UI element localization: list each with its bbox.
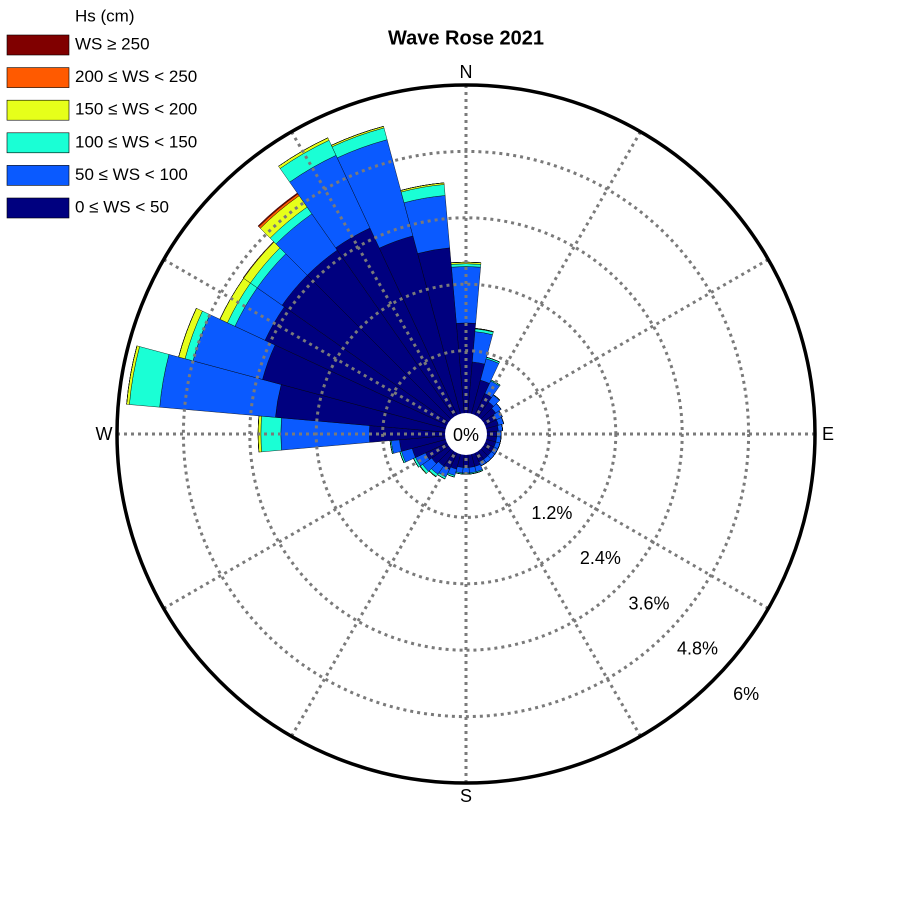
r-tick-label: 4.8% (677, 639, 718, 659)
chart-title: Wave Rose 2021 (388, 27, 544, 49)
r-tick-label: 0% (453, 425, 479, 445)
legend-label: 100 ≤ WS < 150 (75, 132, 197, 151)
spoke (292, 449, 458, 737)
legend: WS ≥ 250 200 ≤ WS < 250 150 ≤ WS < 200 100 … (7, 34, 197, 218)
direction-label: N (460, 62, 473, 82)
legend-label: 50 ≤ WS < 100 (75, 165, 188, 184)
spoke (475, 132, 641, 420)
spoke (164, 443, 452, 609)
legend-label: 0 ≤ WS < 50 (75, 197, 169, 216)
legend-swatch (7, 68, 69, 88)
legend-swatch (7, 100, 69, 120)
legend-label: 150 ≤ WS < 200 (75, 100, 197, 119)
spoke (481, 260, 769, 426)
r-tick-label: 3.6% (628, 593, 669, 613)
legend-swatch (7, 198, 69, 218)
legend-title: Hs (cm) (75, 6, 134, 25)
legend-label: 200 ≤ WS < 250 (75, 67, 197, 86)
legend-swatch (7, 35, 69, 55)
spoke (475, 449, 641, 737)
direction-label: W (96, 424, 113, 444)
direction-label: E (822, 424, 834, 444)
direction-label: S (460, 786, 472, 806)
r-tick-label: 6% (733, 684, 759, 704)
r-tick-label: 1.2% (531, 503, 572, 523)
legend-label: WS ≥ 250 (75, 34, 150, 53)
r-tick-label: 2.4% (580, 548, 621, 568)
spoke (481, 443, 769, 609)
legend-swatch (7, 133, 69, 153)
legend-swatch (7, 165, 69, 185)
